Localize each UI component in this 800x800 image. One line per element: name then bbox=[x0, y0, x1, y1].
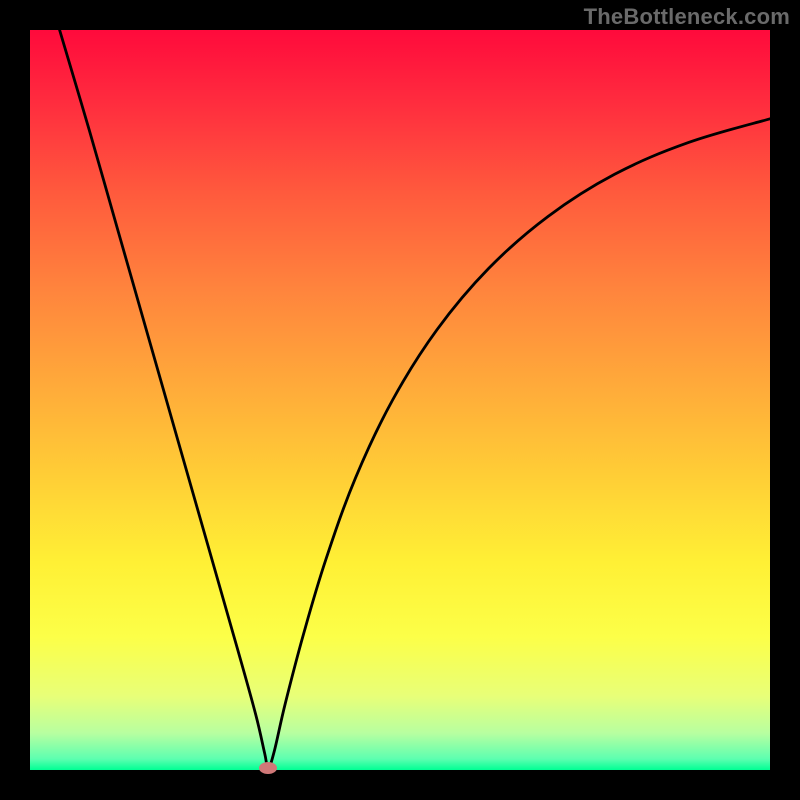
plot-area bbox=[30, 30, 770, 770]
watermark-text: TheBottleneck.com bbox=[584, 4, 790, 30]
minimum-marker bbox=[259, 762, 277, 774]
chart-container: TheBottleneck.com bbox=[0, 0, 800, 800]
bottleneck-curve bbox=[30, 30, 770, 770]
